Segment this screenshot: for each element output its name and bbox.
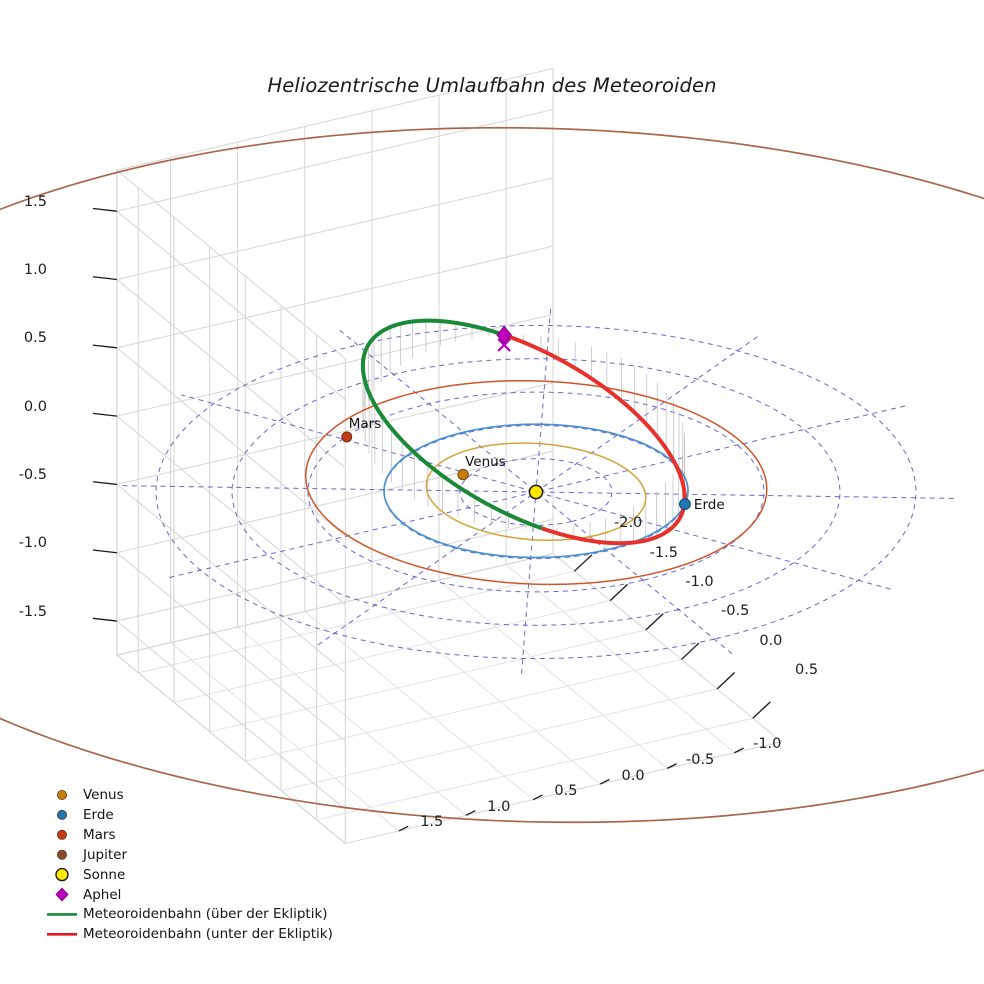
y-tick-label-4: 1.0: [487, 798, 511, 815]
y-tick-label-0: -1.0: [753, 736, 782, 753]
axis-panes: [115, 67, 783, 845]
z-tick-label-3: 0.0: [23, 398, 47, 415]
z-tick-label-6: -1.5: [18, 603, 47, 620]
legend-marker-mars: [57, 829, 68, 840]
x-tick-label-2: -1.0: [685, 573, 714, 590]
axis-tick-marks: [92, 207, 771, 832]
legend-label-0: Venus: [83, 787, 124, 803]
venus-marker: [457, 468, 469, 481]
x-tick-label-3: -0.5: [721, 603, 750, 620]
legend-label-6: Meteoroidenbahn (über der Ekliptik): [83, 906, 328, 923]
orbit-stems: [362, 320, 685, 544]
legend-label-4: Sonne: [83, 866, 126, 883]
chart-title: Heliozentrische Umlaufbahn des Meteoroid…: [267, 74, 717, 97]
legend-markers: [47, 790, 77, 936]
body-markers: [341, 325, 691, 510]
z-tick-label-1: 1.0: [23, 262, 47, 279]
venus-label: Venus: [465, 453, 506, 470]
legend-marker-sonne: [55, 867, 69, 882]
mars-label: Mars: [348, 415, 382, 432]
legend-label-2: Mars: [83, 826, 116, 843]
y-tick-label-5: 1.5: [420, 814, 444, 831]
legend-label-1: Erde: [83, 806, 114, 823]
legend-marker-venus: [57, 790, 68, 801]
y-tick-label-2: 0.0: [621, 767, 645, 784]
z-tick-label-2: 0.5: [23, 330, 47, 347]
x-tick-label-5: 0.5: [795, 662, 819, 679]
erde-label: Erde: [693, 497, 725, 514]
x-tick-label-4: 0.0: [759, 632, 783, 649]
meteoroid-orbit: [360, 318, 687, 546]
sonne-marker: [528, 484, 544, 500]
planet-orbits: [0, 126, 984, 824]
x-tick-label-1: -1.5: [649, 544, 678, 561]
legend-marker-aphel: [55, 887, 69, 902]
y-tick-label-3: 0.5: [554, 783, 578, 800]
legend-marker-erde: [57, 809, 68, 820]
x-tick-label-0: -2.0: [613, 515, 643, 532]
y-tick-label-1: -0.5: [685, 751, 715, 768]
z-tick-label-0: 1.5: [23, 193, 47, 210]
z-tick-label-4: -0.5: [18, 467, 47, 484]
aphel-cross-marker: [497, 338, 511, 352]
legend-label-5: Aphel: [83, 886, 122, 903]
erde-marker: [679, 498, 691, 510]
mars-marker: [341, 431, 353, 443]
z-tick-label-5: -1.0: [18, 535, 47, 552]
legend-label-7: Meteoroidenbahn (unter der Ekliptik): [83, 926, 333, 943]
legend-label-3: Jupiter: [83, 846, 128, 863]
legend-marker-jupiter: [57, 849, 68, 860]
